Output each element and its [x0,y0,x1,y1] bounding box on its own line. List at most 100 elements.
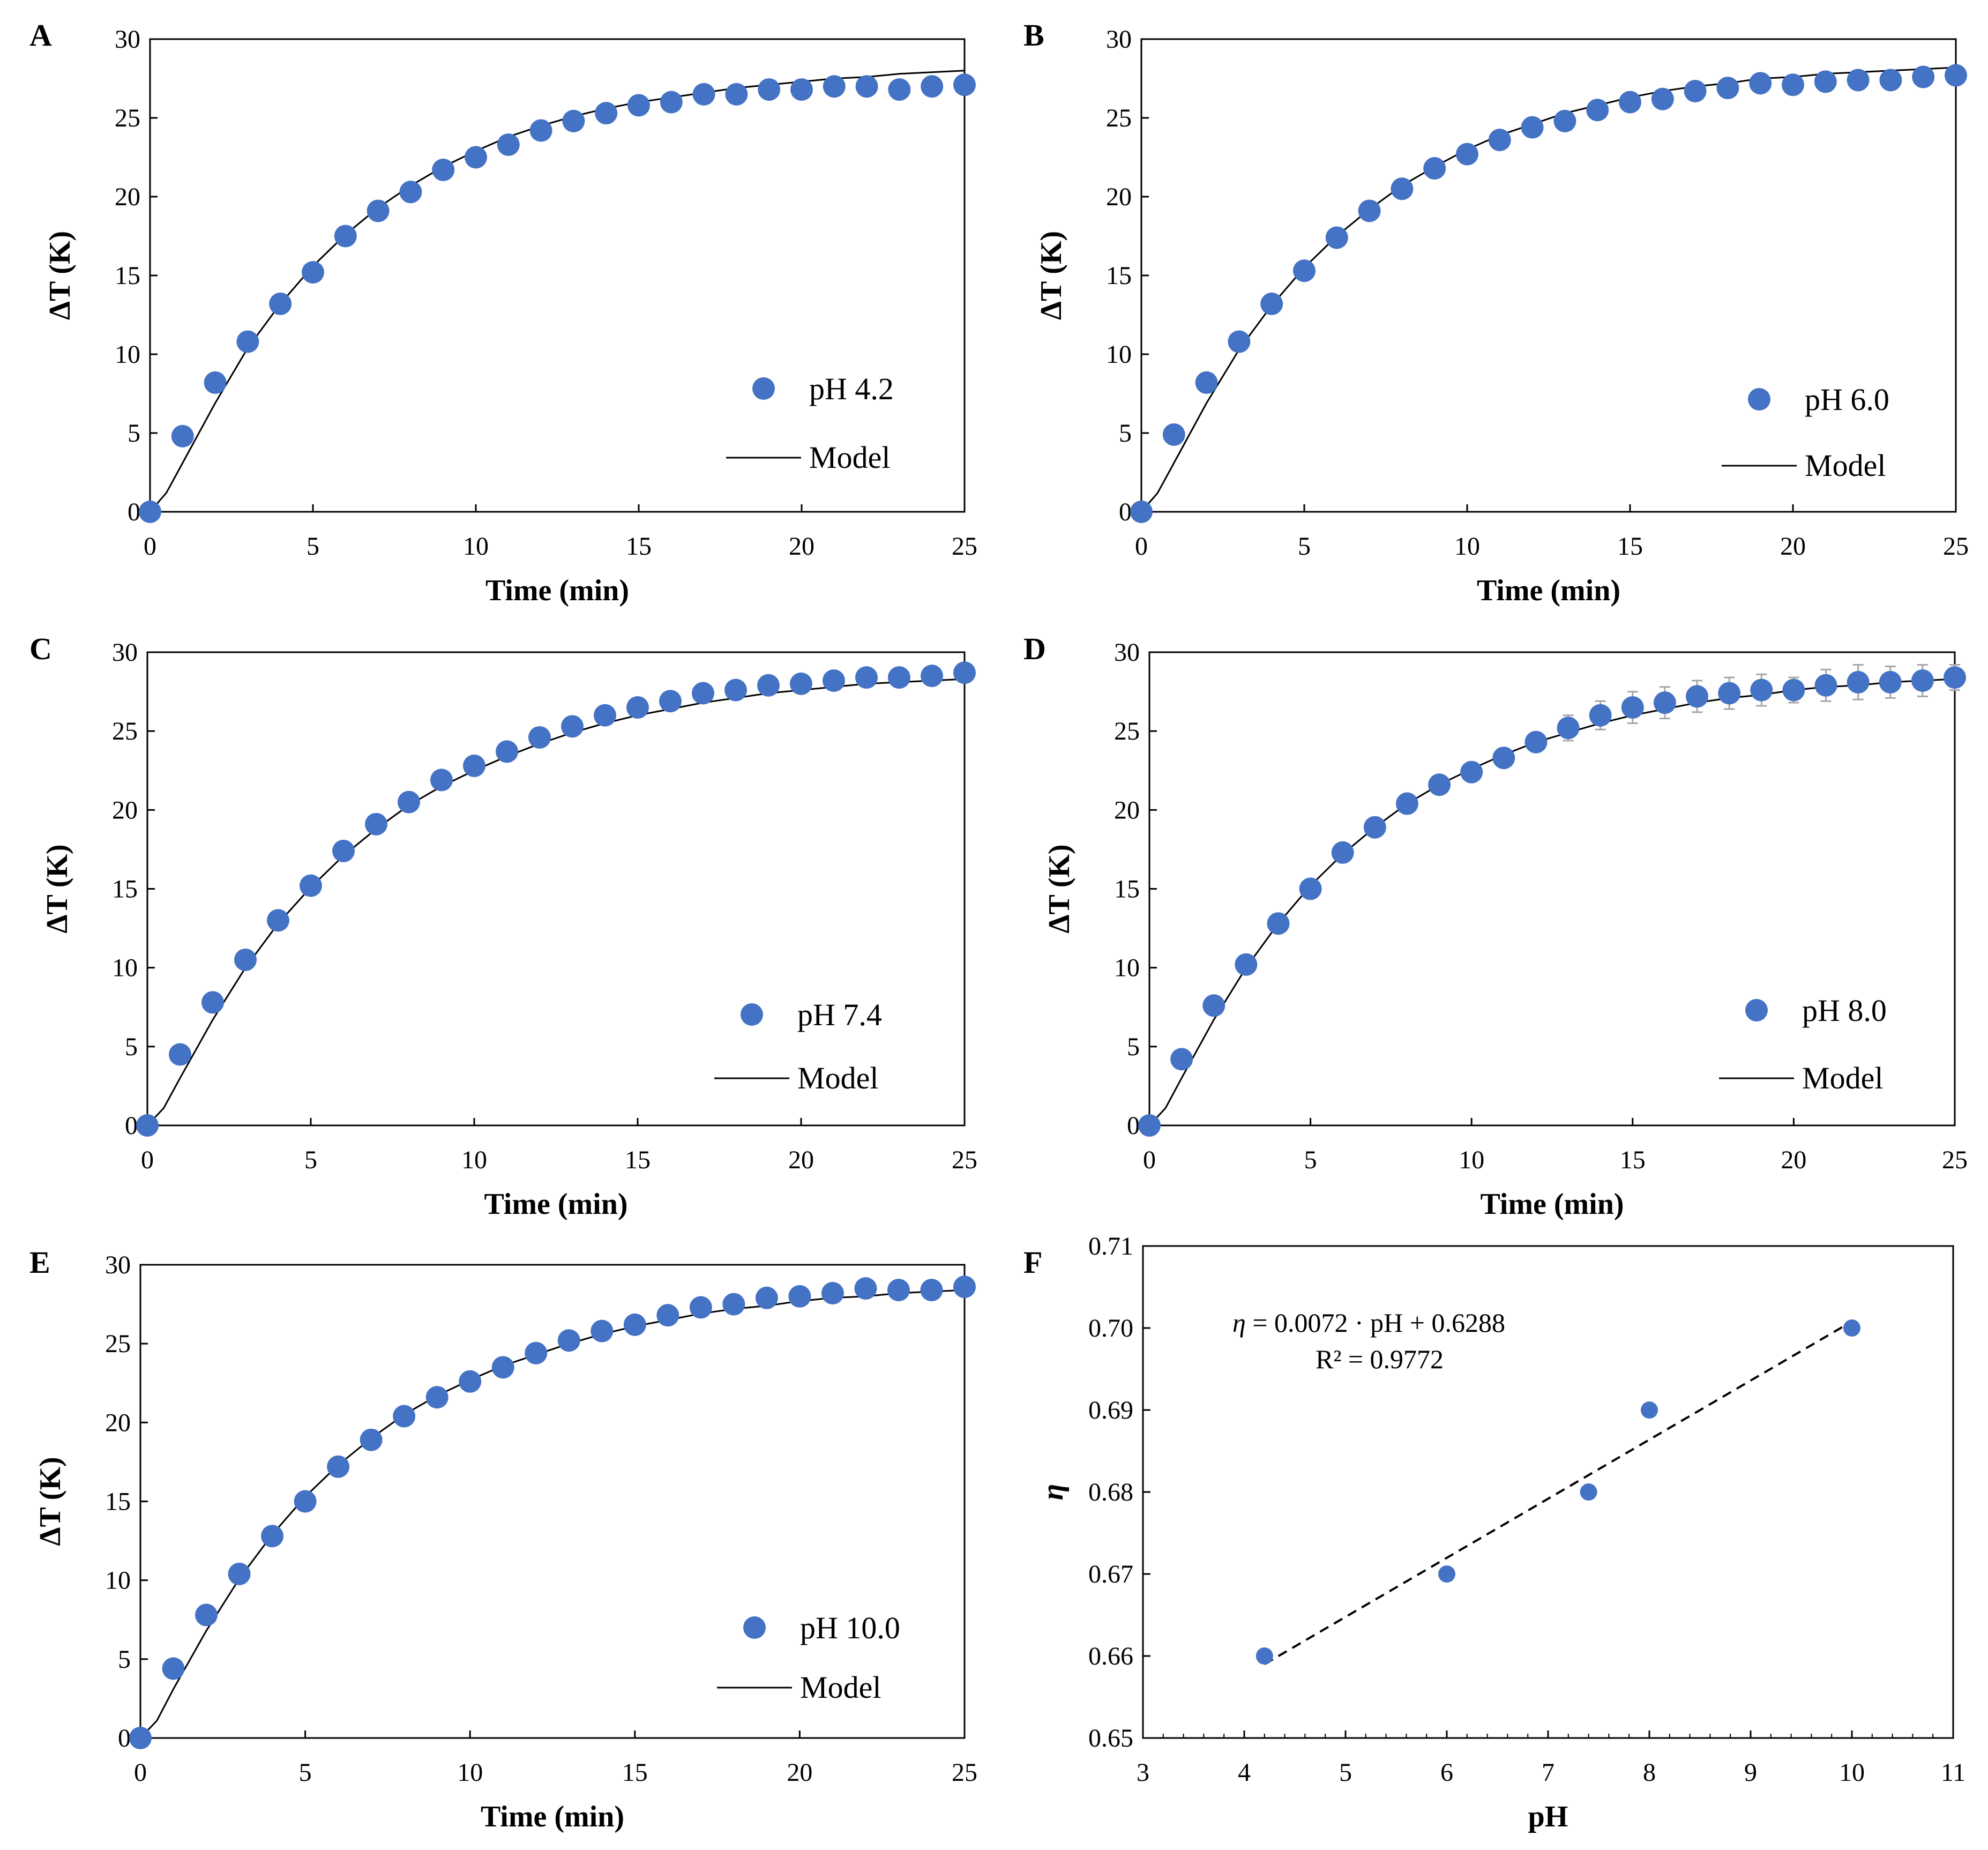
data-point [1716,77,1739,100]
y-tick-label: 10 [115,340,140,369]
data-point [788,1285,811,1308]
data-point [236,330,259,353]
data-point [1423,157,1446,180]
y-tick-label: 25 [1106,104,1132,132]
x-tick-label: 20 [1781,1146,1806,1174]
data-point [1912,65,1935,88]
data-point [169,1043,191,1066]
data-point [953,73,976,96]
x-axis-title: Time (min) [484,1188,627,1221]
data-point [334,225,357,248]
data-point [365,812,387,836]
data-point [162,1657,185,1680]
data-point [1363,816,1386,839]
y-tick-label: 25 [1114,717,1140,745]
y-tick-label: 0 [118,1724,131,1752]
data-point [854,1277,877,1300]
data-point [1228,330,1251,353]
data-point [1684,80,1707,103]
data-point [1391,177,1414,200]
data-point [399,181,422,204]
panel-letter-b: B [1023,18,1044,53]
data-point [561,715,584,738]
trend-line [1264,1321,1853,1666]
data-point [722,1293,745,1316]
y-tick-label: 0.70 [1088,1314,1133,1342]
data-point [1293,259,1316,282]
x-tick-label: 20 [789,532,814,561]
x-tick-label: 15 [622,1758,648,1787]
data-point [1162,423,1185,446]
y-tick-label: 0.66 [1088,1642,1133,1670]
x-tick-label: 4 [1238,1758,1251,1787]
data-point [300,874,322,897]
data-point [1945,64,1967,87]
x-tick-label: 5 [299,1758,312,1787]
data-point [623,1313,646,1336]
panel-e: E 0 5 10 15 20 25 30 0 5 10 15 20 25 Time (min) ΔT (K) p… [29,1245,977,1833]
data-point [1299,877,1322,900]
data-point [393,1405,416,1428]
legend-label: pH 6.0 [1805,382,1889,417]
legend-marker [752,377,775,400]
y-tick-label: 5 [1119,419,1132,447]
data-point [367,199,390,222]
y-tick-label: 20 [115,183,140,211]
legend-marker [1748,388,1770,411]
y-tick-label: 5 [1127,1033,1140,1061]
y-tick-label: 0 [1127,1112,1140,1140]
y-tick-label: 10 [112,954,138,982]
data-point [1255,1647,1273,1665]
data-point [129,1727,152,1749]
y-tick-label: 25 [112,717,138,745]
data-point [1524,730,1548,754]
data-point [627,94,650,117]
data-point [267,909,289,932]
x-tick-label: 15 [1617,532,1643,561]
data-point [1750,678,1773,702]
y-tick-label: 25 [115,104,140,132]
x-tick-label: 10 [457,1758,483,1787]
data-point [1138,1114,1161,1137]
panel-letter-a: A [29,18,52,53]
data-point [557,1329,580,1352]
data-point [1653,691,1676,714]
data-point [1619,91,1641,114]
data-point [888,666,910,689]
data-point [1847,670,1870,693]
data-point [920,1279,943,1302]
data-point [1492,747,1515,770]
data-point [228,1562,251,1585]
data-point [1395,792,1418,815]
data-point [1438,1565,1455,1583]
data-point [823,75,846,98]
data-point [1553,109,1576,132]
data-point [1130,501,1153,523]
x-tick-label: 10 [1459,1146,1484,1174]
y-axis-title: η [1036,1484,1070,1501]
y-tick-label: 20 [112,796,138,824]
panel-c: C 0 5 10 15 20 25 30 0 5 10 15 20 25 Time (min) ΔT (K) p… [29,631,977,1221]
x-tick-label: 10 [1839,1758,1865,1787]
data-point [432,159,455,182]
x-axis-title: pH [1528,1800,1568,1833]
data-point [921,75,944,98]
x-tick-label: 11 [1941,1758,1965,1787]
data-point [659,690,682,713]
x-axis-title: Time (min) [1480,1188,1624,1221]
y-axis-title: ΔT (K) [1043,844,1076,933]
legend-label: Model [1802,1061,1883,1095]
data-point [1331,841,1354,864]
panel-letter-d: D [1023,631,1046,666]
data-point [430,769,453,792]
y-tick-label: 15 [1106,262,1132,290]
data-point [302,261,324,284]
legend-label: pH 4.2 [809,371,894,406]
data-point [758,78,781,101]
data-point [1847,69,1870,92]
legend-label: Model [1805,448,1886,483]
data-point [459,1370,482,1393]
x-tick-label: 20 [787,1758,812,1787]
data-point [529,119,552,142]
